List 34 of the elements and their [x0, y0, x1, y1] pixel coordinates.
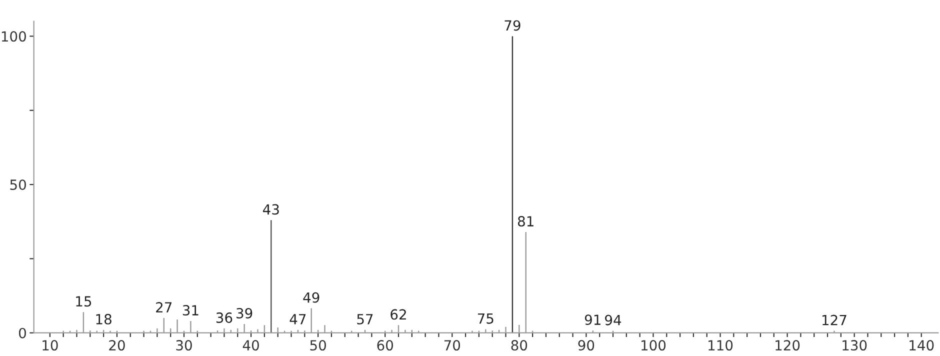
annotation: 27 — [156, 302, 172, 312]
x-tick-label: 90 — [578, 340, 594, 351]
x-tick-label: 30 — [176, 340, 192, 351]
y-tick-label: 100 — [2, 31, 26, 42]
x-tick-label: 10 — [42, 340, 58, 351]
x-tick-label: 110 — [708, 340, 733, 351]
annotation: 36 — [216, 312, 232, 323]
annotation: 81 — [518, 216, 534, 227]
annotation: 127 — [822, 314, 846, 326]
annotation: 31 — [182, 305, 198, 316]
y-tick-label: 0 — [18, 328, 26, 338]
annotation: 47 — [290, 314, 306, 324]
x-tick-label: 50 — [310, 340, 326, 351]
x-tick-label: 130 — [842, 340, 867, 351]
annotation: 49 — [303, 292, 320, 303]
x-tick-label: 120 — [776, 340, 800, 351]
x-tick-label: 20 — [109, 340, 125, 351]
x-tick-label: 80 — [511, 340, 528, 351]
x-tick-label: 70 — [444, 340, 460, 351]
annotation: 43 — [262, 204, 279, 215]
annotation: 57 — [357, 314, 373, 324]
annotation: 91 — [584, 314, 600, 326]
annotation: 75 — [478, 314, 494, 324]
annotation: 94 — [605, 314, 622, 326]
annotation: 39 — [236, 308, 252, 318]
x-tick-label: 140 — [910, 340, 934, 351]
x-tick-label: 40 — [242, 340, 259, 351]
annotation: 79 — [504, 20, 520, 31]
annotation: 62 — [390, 309, 406, 320]
annotation: 15 — [76, 296, 92, 307]
annotation: 18 — [96, 314, 112, 324]
x-tick-label: 100 — [642, 340, 666, 351]
x-tick-label: 60 — [377, 340, 394, 351]
y-tick-label: 50 — [10, 179, 26, 190]
